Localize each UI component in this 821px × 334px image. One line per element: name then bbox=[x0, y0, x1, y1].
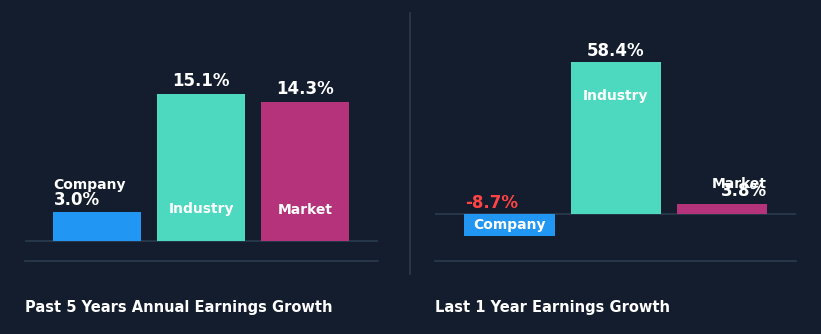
Bar bbox=[157, 94, 245, 241]
Text: Last 1 Year Earnings Growth: Last 1 Year Earnings Growth bbox=[435, 300, 670, 315]
Text: Market: Market bbox=[277, 203, 333, 217]
Bar bbox=[261, 102, 349, 241]
Text: 58.4%: 58.4% bbox=[587, 42, 644, 60]
Text: Company: Company bbox=[473, 218, 546, 232]
Text: Market: Market bbox=[712, 177, 767, 191]
Text: Company: Company bbox=[53, 178, 126, 192]
Text: Industry: Industry bbox=[583, 90, 649, 103]
Text: 3.0%: 3.0% bbox=[53, 191, 100, 209]
Bar bbox=[53, 212, 141, 241]
Text: 15.1%: 15.1% bbox=[172, 72, 230, 90]
Text: Past 5 Years Annual Earnings Growth: Past 5 Years Annual Earnings Growth bbox=[25, 300, 333, 315]
Bar bbox=[465, 214, 555, 236]
Bar bbox=[677, 204, 767, 214]
Text: 3.8%: 3.8% bbox=[721, 182, 767, 200]
Bar bbox=[571, 62, 661, 214]
Text: 14.3%: 14.3% bbox=[276, 80, 334, 98]
Text: Industry: Industry bbox=[168, 202, 234, 216]
Text: -8.7%: -8.7% bbox=[465, 194, 518, 212]
